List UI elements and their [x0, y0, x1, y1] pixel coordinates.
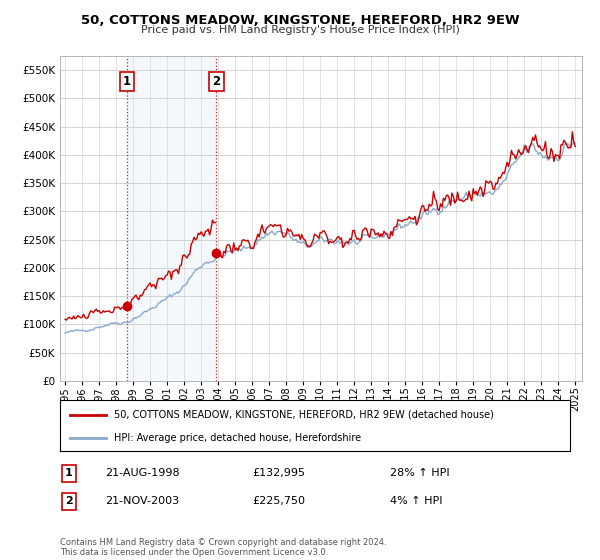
- Text: 50, COTTONS MEADOW, KINGSTONE, HEREFORD, HR2 9EW (detached house): 50, COTTONS MEADOW, KINGSTONE, HEREFORD,…: [113, 409, 493, 419]
- Text: 21-AUG-1998: 21-AUG-1998: [105, 468, 179, 478]
- Text: 2: 2: [212, 75, 220, 88]
- Text: Price paid vs. HM Land Registry's House Price Index (HPI): Price paid vs. HM Land Registry's House …: [140, 25, 460, 35]
- Text: 1: 1: [65, 468, 73, 478]
- Text: £132,995: £132,995: [252, 468, 305, 478]
- Text: 1: 1: [123, 75, 131, 88]
- Text: 28% ↑ HPI: 28% ↑ HPI: [390, 468, 449, 478]
- Bar: [127, 56, 216, 381]
- Text: £225,750: £225,750: [252, 496, 305, 506]
- Text: HPI: Average price, detached house, Herefordshire: HPI: Average price, detached house, Here…: [113, 433, 361, 443]
- Text: Contains HM Land Registry data © Crown copyright and database right 2024.
This d: Contains HM Land Registry data © Crown c…: [60, 538, 386, 557]
- Text: 2: 2: [65, 496, 73, 506]
- Text: 21-NOV-2003: 21-NOV-2003: [105, 496, 179, 506]
- Text: 4% ↑ HPI: 4% ↑ HPI: [390, 496, 443, 506]
- Text: 50, COTTONS MEADOW, KINGSTONE, HEREFORD, HR2 9EW: 50, COTTONS MEADOW, KINGSTONE, HEREFORD,…: [80, 14, 520, 27]
